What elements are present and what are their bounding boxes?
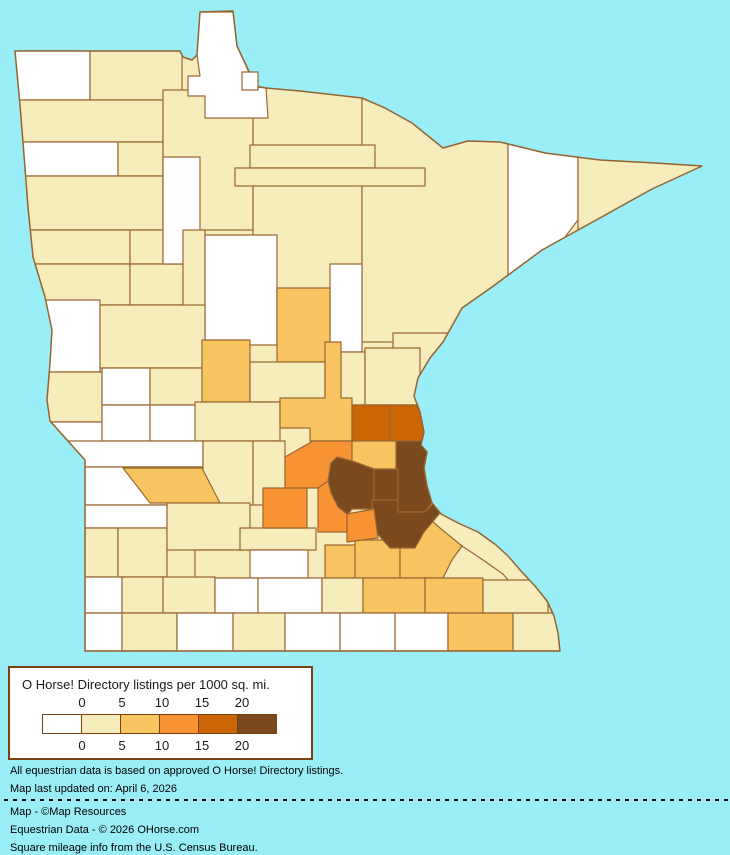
county-region xyxy=(373,468,399,501)
county-region xyxy=(324,544,356,579)
county-region xyxy=(361,59,509,343)
legend-tick-label: 20 xyxy=(234,695,250,710)
legend-tick-label: 0 xyxy=(78,738,86,753)
legend-title: O Horse! Directory listings per 1000 sq.… xyxy=(22,677,270,692)
county-region xyxy=(101,404,151,442)
credit-map-resources: Map - ©Map Resources xyxy=(10,806,127,818)
legend-swatch xyxy=(237,714,277,734)
county-region xyxy=(507,59,579,291)
legend-tick-label: 5 xyxy=(118,738,126,753)
footer-note-updated: Map last updated on: April 6, 2026 xyxy=(10,783,177,795)
dashed-divider xyxy=(4,799,728,801)
county-region xyxy=(249,144,376,169)
county-region xyxy=(194,401,281,442)
legend-tick-label: 15 xyxy=(194,695,210,710)
county-region xyxy=(239,527,317,551)
county-region xyxy=(15,175,164,231)
legend-tick-label: 10 xyxy=(154,695,170,710)
county-region xyxy=(214,577,259,614)
county-region xyxy=(447,612,514,651)
county-region xyxy=(194,549,256,579)
county-region xyxy=(201,339,251,403)
county-region xyxy=(329,263,363,353)
county-region xyxy=(29,371,103,423)
legend-swatch xyxy=(42,714,82,734)
legend-tick-label: 10 xyxy=(154,738,170,753)
legend-panel: O Horse! Directory listings per 1000 sq.… xyxy=(8,666,313,760)
legend-tick-label: 15 xyxy=(194,738,210,753)
county-region xyxy=(204,234,278,346)
county-region xyxy=(15,99,164,143)
county-region xyxy=(234,167,426,187)
legend-swatch xyxy=(198,714,238,734)
county-region xyxy=(577,59,702,241)
county-region xyxy=(394,612,449,651)
county-region xyxy=(59,504,168,529)
county-region xyxy=(176,612,234,651)
county-region xyxy=(99,304,206,369)
county-region xyxy=(15,39,91,101)
county-region xyxy=(29,440,204,468)
county-region xyxy=(117,141,164,177)
county-region xyxy=(121,576,164,614)
county-region xyxy=(101,367,151,406)
county-region xyxy=(317,480,348,533)
county-region xyxy=(364,347,421,406)
credit-census: Square mileage info from the U.S. Census… xyxy=(10,842,258,854)
county-region xyxy=(512,612,561,651)
county-region xyxy=(340,351,366,406)
county-region xyxy=(262,487,308,529)
county-region xyxy=(424,577,484,614)
county-region xyxy=(257,577,323,614)
legend-swatch xyxy=(81,714,121,734)
county-region xyxy=(15,263,131,306)
county-region xyxy=(339,612,396,651)
county-region xyxy=(117,527,168,578)
legend-tick-label: 5 xyxy=(118,695,126,710)
county-region xyxy=(279,341,353,442)
county-region xyxy=(15,141,119,177)
county-region xyxy=(149,367,206,406)
footer-note-data-source: All equestrian data is based on approved… xyxy=(10,765,344,777)
county-region xyxy=(249,549,309,579)
credit-ohorse: Equestrian Data - © 2026 OHorse.com xyxy=(10,824,200,836)
county-region xyxy=(15,229,131,265)
county-region xyxy=(249,361,326,403)
county-region xyxy=(166,502,251,551)
county-region xyxy=(276,287,331,363)
legend-swatch-row xyxy=(42,714,277,734)
legend-swatch xyxy=(159,714,199,734)
county-region xyxy=(346,508,379,543)
county-region xyxy=(84,612,123,651)
county-region xyxy=(351,404,391,445)
county-region xyxy=(84,576,123,614)
county-region xyxy=(241,71,259,91)
legend-tick-label: 20 xyxy=(234,738,250,753)
county-region xyxy=(59,527,119,578)
legend-tick-label: 0 xyxy=(78,695,86,710)
county-region xyxy=(129,229,164,265)
county-region xyxy=(284,612,341,651)
county-region xyxy=(232,612,286,651)
legend-swatch xyxy=(120,714,160,734)
county-region xyxy=(362,577,426,614)
county-region xyxy=(121,612,178,651)
county-region xyxy=(162,576,216,614)
county-region xyxy=(321,577,364,614)
county-region xyxy=(482,579,549,614)
